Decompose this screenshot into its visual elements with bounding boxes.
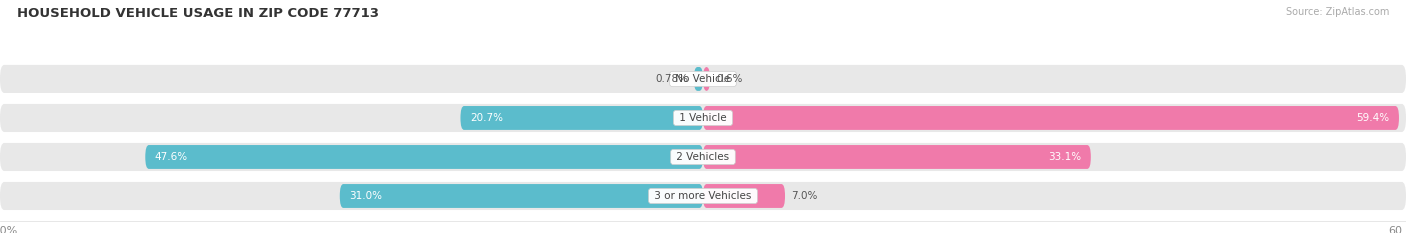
Text: 47.6%: 47.6%	[155, 152, 188, 162]
FancyBboxPatch shape	[703, 145, 1091, 169]
FancyBboxPatch shape	[340, 184, 703, 208]
Text: 1 Vehicle: 1 Vehicle	[676, 113, 730, 123]
FancyBboxPatch shape	[145, 145, 703, 169]
Text: 7.0%: 7.0%	[790, 191, 817, 201]
Text: 3 or more Vehicles: 3 or more Vehicles	[651, 191, 755, 201]
Text: 2 Vehicles: 2 Vehicles	[673, 152, 733, 162]
FancyBboxPatch shape	[703, 184, 785, 208]
Text: 20.7%: 20.7%	[470, 113, 503, 123]
FancyBboxPatch shape	[0, 104, 1406, 132]
Text: 0.6%: 0.6%	[716, 74, 742, 84]
Text: 31.0%: 31.0%	[349, 191, 382, 201]
Text: No Vehicle: No Vehicle	[672, 74, 734, 84]
FancyBboxPatch shape	[0, 143, 1406, 171]
Text: 33.1%: 33.1%	[1049, 152, 1081, 162]
Text: HOUSEHOLD VEHICLE USAGE IN ZIP CODE 77713: HOUSEHOLD VEHICLE USAGE IN ZIP CODE 7771…	[17, 7, 378, 20]
FancyBboxPatch shape	[703, 106, 1399, 130]
FancyBboxPatch shape	[0, 182, 1406, 210]
FancyBboxPatch shape	[0, 65, 1406, 93]
Text: Source: ZipAtlas.com: Source: ZipAtlas.com	[1285, 7, 1389, 17]
FancyBboxPatch shape	[461, 106, 703, 130]
FancyBboxPatch shape	[695, 67, 703, 91]
Text: 0.78%: 0.78%	[655, 74, 688, 84]
Text: 59.4%: 59.4%	[1357, 113, 1389, 123]
FancyBboxPatch shape	[703, 67, 710, 91]
